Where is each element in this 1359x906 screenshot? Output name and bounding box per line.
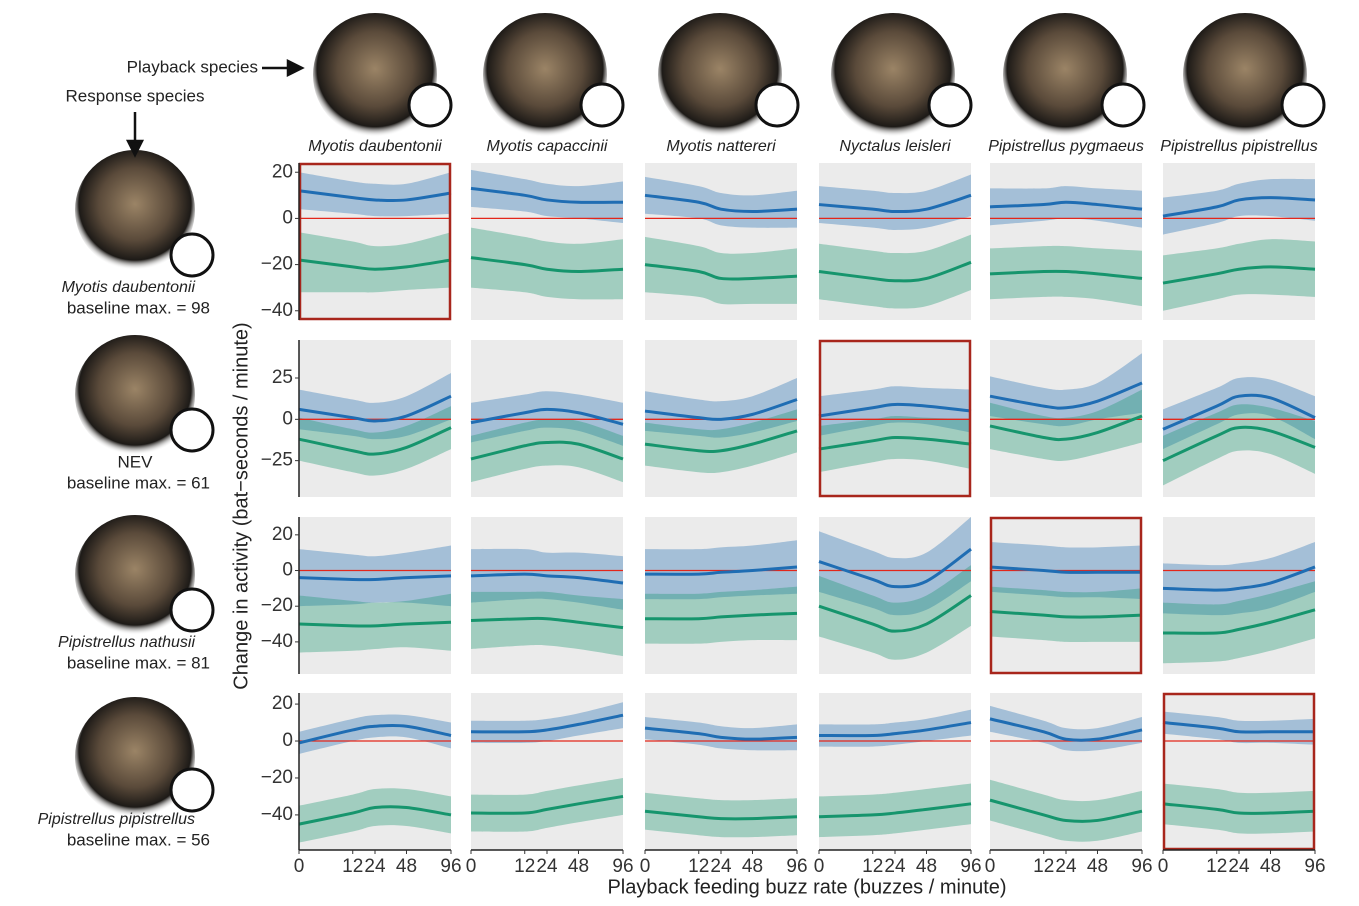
panel (645, 340, 797, 497)
x-tick-label: 96 (612, 856, 633, 877)
column-title: Pipistrellus pipistrellus (1160, 138, 1317, 155)
panel (990, 693, 1142, 850)
x-tick-label: 0 (814, 856, 825, 877)
column-title: Myotis capaccinii (487, 138, 608, 155)
x-tick-label: 0 (466, 856, 477, 877)
x-tick-label: 0 (294, 856, 305, 877)
panel (1163, 340, 1315, 497)
x-tick-label: 96 (440, 856, 461, 877)
panel (471, 693, 623, 850)
x-tick-label: 96 (1131, 856, 1152, 877)
panel (1163, 163, 1315, 320)
column-title: Pipistrellus pygmaeus (988, 138, 1144, 155)
panel (471, 340, 623, 497)
x-tick-label: 0 (985, 856, 996, 877)
x-tick-label: 48 (396, 856, 417, 877)
panel (990, 163, 1142, 320)
x-tick-label: 12 (342, 856, 363, 877)
y-tick-label: 25 (272, 367, 293, 388)
y-tick-label: −20 (261, 254, 293, 275)
panel (819, 163, 971, 320)
y-tick-label: −40 (261, 631, 293, 652)
row-baseline: baseline max. = 81 (67, 653, 210, 672)
panel (299, 163, 451, 320)
panel (645, 163, 797, 320)
x-tick-label: 48 (742, 856, 763, 877)
panel (819, 517, 971, 674)
x-tick-label: 24 (884, 856, 906, 877)
x-tick-label: 96 (786, 856, 807, 877)
x-tick-label: 24 (1228, 856, 1250, 877)
panel (1163, 517, 1315, 674)
x-tick-label: 0 (1158, 856, 1169, 877)
x-axis-title: Playback feeding buzz rate (buzzes / min… (607, 876, 1006, 898)
panel (471, 517, 623, 674)
y-tick-label: −20 (261, 595, 293, 616)
row-baseline: baseline max. = 56 (67, 830, 210, 849)
x-tick-label: 24 (1055, 856, 1077, 877)
y-tick-label: 0 (282, 207, 293, 228)
y-tick-label: −25 (261, 450, 293, 471)
y-axis-title: Change in activity (bat−seconds / minute… (230, 322, 252, 689)
response-label: Response species (66, 86, 205, 105)
panel (299, 693, 451, 850)
x-tick-label: 48 (1260, 856, 1281, 877)
panel (819, 340, 971, 497)
panel (819, 693, 971, 850)
row-baseline: baseline max. = 98 (67, 298, 210, 317)
x-tick-label: 12 (1033, 856, 1054, 877)
y-tick-label: −40 (261, 300, 293, 321)
x-tick-label: 96 (1304, 856, 1325, 877)
row-label: NEV (118, 452, 154, 471)
column-title: Nyctalus leisleri (839, 138, 951, 155)
x-tick-label: 12 (514, 856, 535, 877)
x-tick-label: 48 (916, 856, 937, 877)
x-tick-label: 48 (1087, 856, 1108, 877)
column-title: Myotis daubentonii (308, 138, 442, 155)
x-tick-label: 48 (568, 856, 589, 877)
x-tick-label: 0 (640, 856, 651, 877)
y-tick-label: 20 (272, 524, 293, 545)
y-tick-label: 0 (282, 408, 293, 429)
panel (299, 340, 451, 497)
panel (299, 517, 451, 674)
row-label: Myotis daubentonii (62, 279, 196, 296)
x-tick-label: 24 (536, 856, 558, 877)
y-tick-label: 20 (272, 693, 293, 714)
x-tick-label: 12 (688, 856, 709, 877)
row-baseline: baseline max. = 61 (67, 473, 210, 492)
x-tick-label: 24 (710, 856, 732, 877)
panel (990, 517, 1142, 674)
x-tick-label: 12 (862, 856, 883, 877)
y-tick-label: 20 (272, 161, 293, 182)
x-tick-label: 24 (364, 856, 386, 877)
x-tick-label: 96 (960, 856, 981, 877)
panel (471, 163, 623, 320)
row-label: Pipistrellus nathusii (58, 634, 195, 651)
y-tick-label: −20 (261, 767, 293, 788)
row-label: Pipistrellus pipistrellus (38, 811, 195, 828)
panel (645, 517, 797, 674)
column-title: Myotis nattereri (666, 138, 776, 155)
panel (990, 340, 1142, 497)
y-tick-label: 0 (282, 560, 293, 581)
playback-label: Playback species (127, 57, 258, 76)
figure: Playback species Response species Playba… (0, 0, 1359, 906)
x-tick-label: 12 (1206, 856, 1227, 877)
y-tick-label: 0 (282, 730, 293, 751)
panel (1163, 693, 1315, 850)
y-tick-label: −40 (261, 804, 293, 825)
panel (645, 693, 797, 850)
